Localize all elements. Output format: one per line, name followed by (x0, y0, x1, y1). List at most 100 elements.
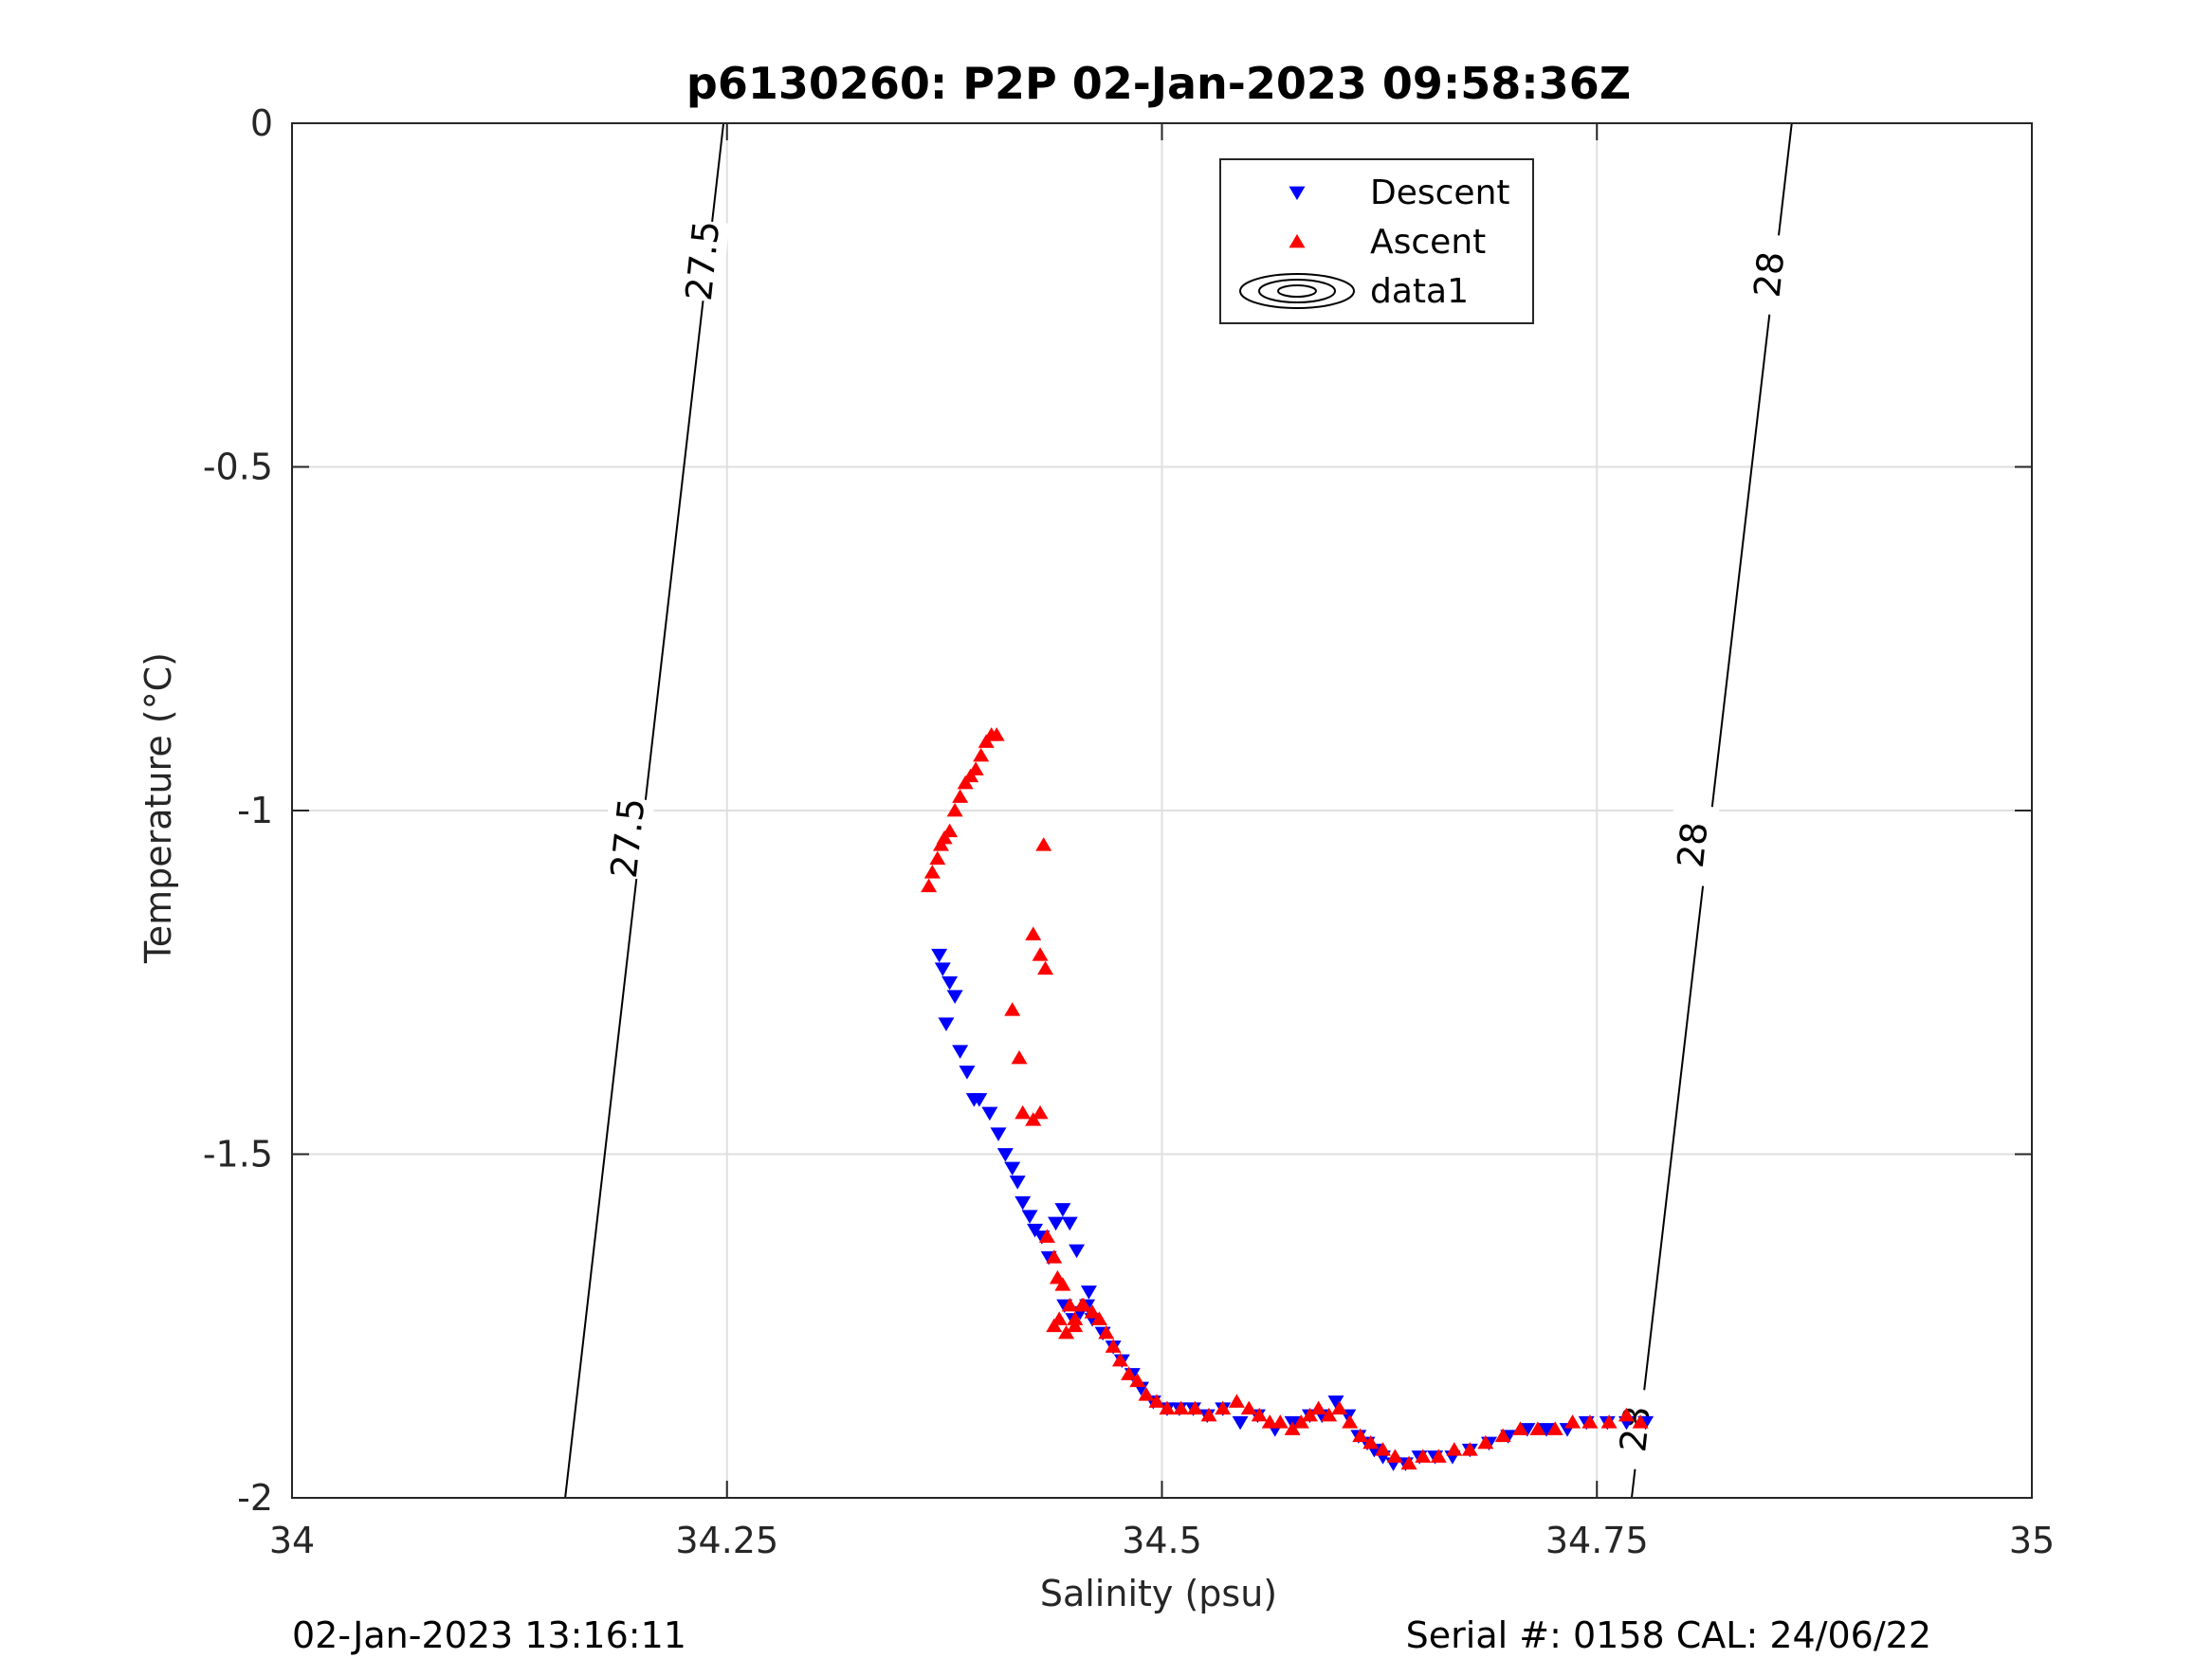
ascent-point (1090, 1311, 1107, 1325)
ascent-point (1529, 1421, 1546, 1435)
ascent-point (952, 789, 969, 803)
ascent-point (962, 768, 979, 783)
contour-label: 27.5 (678, 219, 728, 303)
ascent-point (1512, 1421, 1529, 1435)
descent-point (996, 1148, 1014, 1162)
ascent-point (1352, 1428, 1369, 1443)
y-tick-label: 0 (250, 102, 273, 144)
ascent-point (1292, 1414, 1309, 1429)
ascent-point (936, 830, 953, 845)
ascent-point (1251, 1407, 1268, 1422)
ascent-point (1004, 1002, 1021, 1016)
ascent-point (1035, 837, 1052, 851)
x-tick-label: 34.5 (1122, 1520, 1202, 1561)
ascent-point (1025, 926, 1042, 940)
y-tick-label: -1.5 (203, 1134, 273, 1176)
ascent-point (1215, 1400, 1232, 1415)
x-tick-label: 34.25 (675, 1520, 778, 1561)
ascent-point (967, 761, 984, 775)
ascent-point (1301, 1407, 1318, 1422)
ascent-point (1240, 1400, 1257, 1415)
ascent-point (1581, 1414, 1599, 1429)
ascent-point (1375, 1442, 1392, 1456)
ascent-point (1046, 1318, 1063, 1333)
ascent-point (973, 747, 990, 762)
descent-point (1027, 1223, 1044, 1238)
descent-point (1048, 1216, 1065, 1231)
descent-point (1069, 1244, 1086, 1259)
descent-point (981, 1106, 998, 1121)
ascent-point (1111, 1352, 1128, 1367)
x-tick-label: 34.75 (1545, 1520, 1649, 1561)
descent-point (952, 1045, 969, 1059)
ascent-point (1430, 1449, 1447, 1463)
ascent-point (1129, 1373, 1146, 1388)
descent-point (971, 1093, 988, 1107)
ascent-point (1148, 1394, 1165, 1408)
contour-label: 28 (1670, 820, 1716, 870)
ascent-point (1159, 1400, 1176, 1415)
ascent-point (1618, 1407, 1635, 1422)
grid-lines (291, 122, 2033, 1499)
y-axis-label: Temperature (°C) (137, 652, 179, 964)
y-tick-label: -0.5 (203, 447, 273, 488)
legend-box (1219, 158, 1534, 324)
ascent-point (1400, 1455, 1417, 1470)
contour-label-bg (1608, 1387, 1662, 1471)
descent-point (941, 975, 959, 991)
descent-point (1004, 1161, 1021, 1176)
descent-point (990, 1127, 1007, 1141)
ascent-point (1061, 1297, 1078, 1312)
footer-serial-cal: Serial #: 0158 CAL: 24/06/22 (1406, 1614, 1931, 1656)
ascent-point (1084, 1304, 1101, 1319)
y-tick-label: -2 (237, 1477, 273, 1519)
descent-point (1009, 1176, 1026, 1190)
ascent-point (1271, 1414, 1289, 1429)
y-axis-ticks: 0 -0.5 -1 -1.5 -2 (203, 102, 2032, 1519)
ascent-point (1564, 1414, 1581, 1429)
density-contours: 27.5 27.5 28 28 28 (564, 122, 1797, 1499)
ascent-point (1121, 1366, 1138, 1380)
descent-point (938, 1017, 955, 1031)
ascent-point (988, 727, 1005, 741)
ascent-point (1073, 1297, 1090, 1312)
ascent-point (1386, 1449, 1403, 1463)
x-axis-label: Salinity (psu) (1040, 1573, 1277, 1614)
legend-descent-marker (1289, 186, 1306, 201)
legend-contour-marker (1239, 273, 1355, 309)
descent-point (1061, 1216, 1078, 1231)
legend-markers (1239, 186, 1355, 309)
x-tick-label: 34 (269, 1520, 315, 1561)
descent-point (1015, 1195, 1032, 1211)
ascent-point (1600, 1414, 1618, 1429)
legend-contour-marker (1277, 284, 1317, 298)
ascent-point (1138, 1387, 1155, 1401)
ascent-point (932, 837, 949, 851)
descent-point (1327, 1395, 1344, 1410)
ascent-point (1173, 1400, 1190, 1415)
ascent-point (1284, 1421, 1301, 1435)
ascent-point (1228, 1394, 1245, 1408)
ascent-point (923, 865, 941, 879)
ascent-point (1310, 1400, 1327, 1415)
ascent-point (1025, 1112, 1042, 1126)
y-tick-label: -1 (237, 790, 273, 831)
legend-entry-ascent: Ascent (1370, 223, 1486, 262)
ascent-point (1494, 1428, 1511, 1443)
ascent-point (1032, 947, 1049, 961)
ascent-point (1261, 1414, 1278, 1429)
ascent-point (1015, 1104, 1032, 1120)
ascent-point (957, 775, 974, 790)
ascent-point (978, 734, 995, 748)
contour-label-bg (1665, 802, 1720, 887)
descent-point (1021, 1210, 1038, 1224)
ascent-point (1446, 1442, 1463, 1456)
ascent-point (1058, 1324, 1075, 1340)
legend-ascent-marker (1289, 233, 1306, 248)
ascent-point (1067, 1318, 1084, 1333)
data-points (921, 727, 1654, 1471)
chart-title: p6130260: P2P 02-Jan-2023 09:58:36Z (686, 58, 1631, 109)
ascent-point (1362, 1434, 1380, 1449)
ascent-point (1038, 1229, 1055, 1243)
ascent-point (1032, 1104, 1049, 1120)
